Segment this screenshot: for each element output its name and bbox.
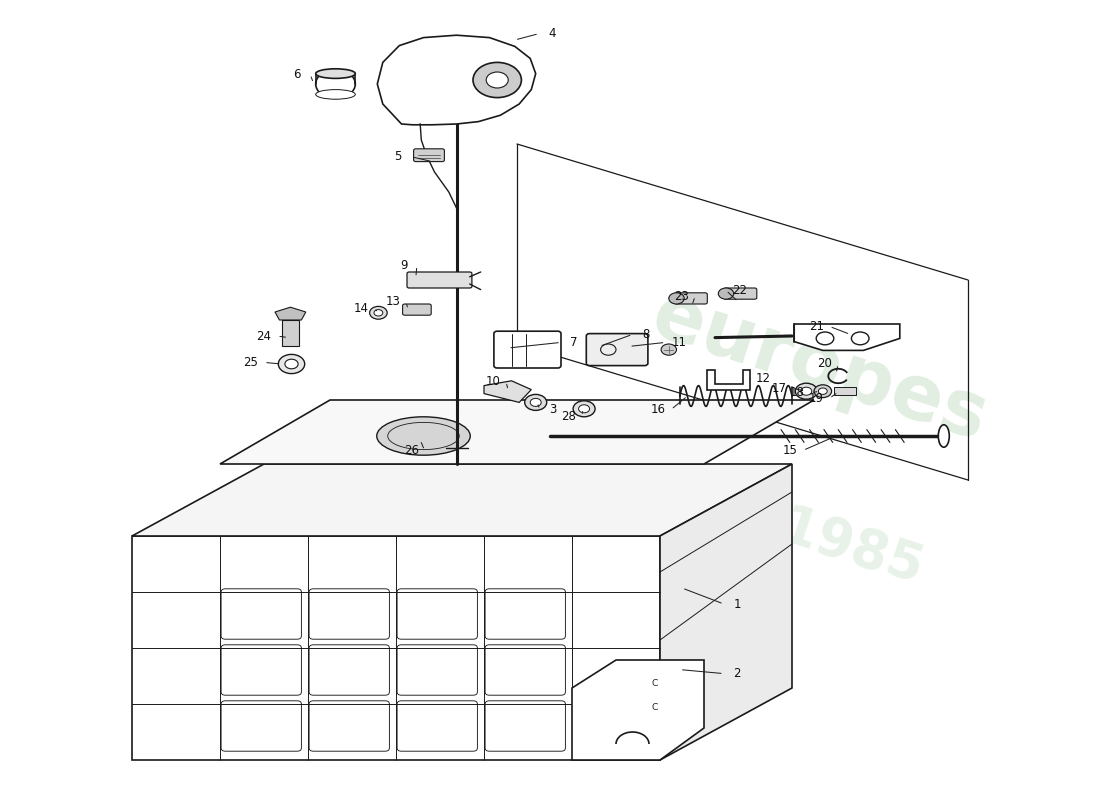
- Circle shape: [525, 394, 547, 410]
- Text: 1: 1: [734, 598, 740, 610]
- Circle shape: [795, 383, 817, 399]
- Circle shape: [669, 293, 684, 304]
- Circle shape: [573, 401, 595, 417]
- Polygon shape: [132, 464, 792, 536]
- Text: 24: 24: [256, 330, 272, 342]
- Text: 26: 26: [404, 444, 419, 457]
- Text: 7: 7: [571, 336, 578, 349]
- Text: 28: 28: [561, 410, 576, 422]
- Polygon shape: [220, 400, 814, 464]
- Polygon shape: [377, 35, 536, 125]
- Ellipse shape: [938, 425, 949, 447]
- Circle shape: [486, 72, 508, 88]
- Text: 13: 13: [385, 295, 400, 308]
- Circle shape: [316, 70, 355, 98]
- FancyBboxPatch shape: [414, 149, 444, 162]
- Text: 10: 10: [485, 375, 501, 388]
- Polygon shape: [275, 307, 306, 320]
- Polygon shape: [707, 370, 750, 390]
- Text: C: C: [651, 703, 658, 713]
- Ellipse shape: [316, 90, 355, 99]
- Text: 3: 3: [550, 403, 557, 416]
- Polygon shape: [794, 324, 900, 350]
- Text: 2: 2: [734, 667, 740, 680]
- FancyBboxPatch shape: [724, 288, 757, 299]
- Polygon shape: [132, 536, 660, 760]
- Circle shape: [473, 62, 521, 98]
- FancyBboxPatch shape: [494, 331, 561, 368]
- FancyBboxPatch shape: [403, 304, 431, 315]
- FancyBboxPatch shape: [586, 334, 648, 366]
- Text: 18: 18: [790, 386, 805, 399]
- Text: since 1985: since 1985: [610, 446, 930, 594]
- Text: 11: 11: [671, 336, 686, 349]
- Text: europes: europes: [642, 279, 997, 457]
- Bar: [282, 320, 299, 346]
- Circle shape: [818, 388, 827, 394]
- Ellipse shape: [376, 417, 471, 455]
- Text: 16: 16: [650, 403, 666, 416]
- Circle shape: [579, 405, 590, 413]
- Text: 23: 23: [674, 290, 690, 302]
- Text: 21: 21: [808, 320, 824, 333]
- Circle shape: [278, 354, 305, 374]
- Polygon shape: [572, 660, 704, 760]
- Circle shape: [801, 387, 812, 395]
- Polygon shape: [660, 464, 792, 760]
- Circle shape: [370, 306, 387, 319]
- Text: 8: 8: [642, 328, 649, 341]
- Text: a part: a part: [464, 621, 592, 691]
- Circle shape: [661, 344, 676, 355]
- Text: 17: 17: [771, 382, 786, 394]
- Text: 5: 5: [395, 150, 402, 163]
- Text: C: C: [651, 679, 658, 689]
- Text: 25: 25: [243, 356, 258, 369]
- Polygon shape: [484, 381, 531, 402]
- Circle shape: [374, 310, 383, 316]
- Circle shape: [285, 359, 298, 369]
- Text: 14: 14: [353, 302, 369, 314]
- Circle shape: [718, 288, 734, 299]
- Circle shape: [530, 398, 541, 406]
- Text: 19: 19: [808, 392, 824, 405]
- Bar: [834, 387, 856, 395]
- Circle shape: [814, 385, 832, 398]
- Text: 12: 12: [756, 372, 771, 385]
- Text: 22: 22: [732, 284, 747, 297]
- Ellipse shape: [316, 69, 355, 78]
- Text: 15: 15: [782, 444, 797, 457]
- FancyBboxPatch shape: [407, 272, 472, 288]
- Text: 6: 6: [294, 68, 300, 81]
- FancyBboxPatch shape: [674, 293, 707, 304]
- Text: 4: 4: [549, 27, 556, 40]
- Text: 9: 9: [400, 259, 407, 272]
- Text: 20: 20: [817, 358, 833, 370]
